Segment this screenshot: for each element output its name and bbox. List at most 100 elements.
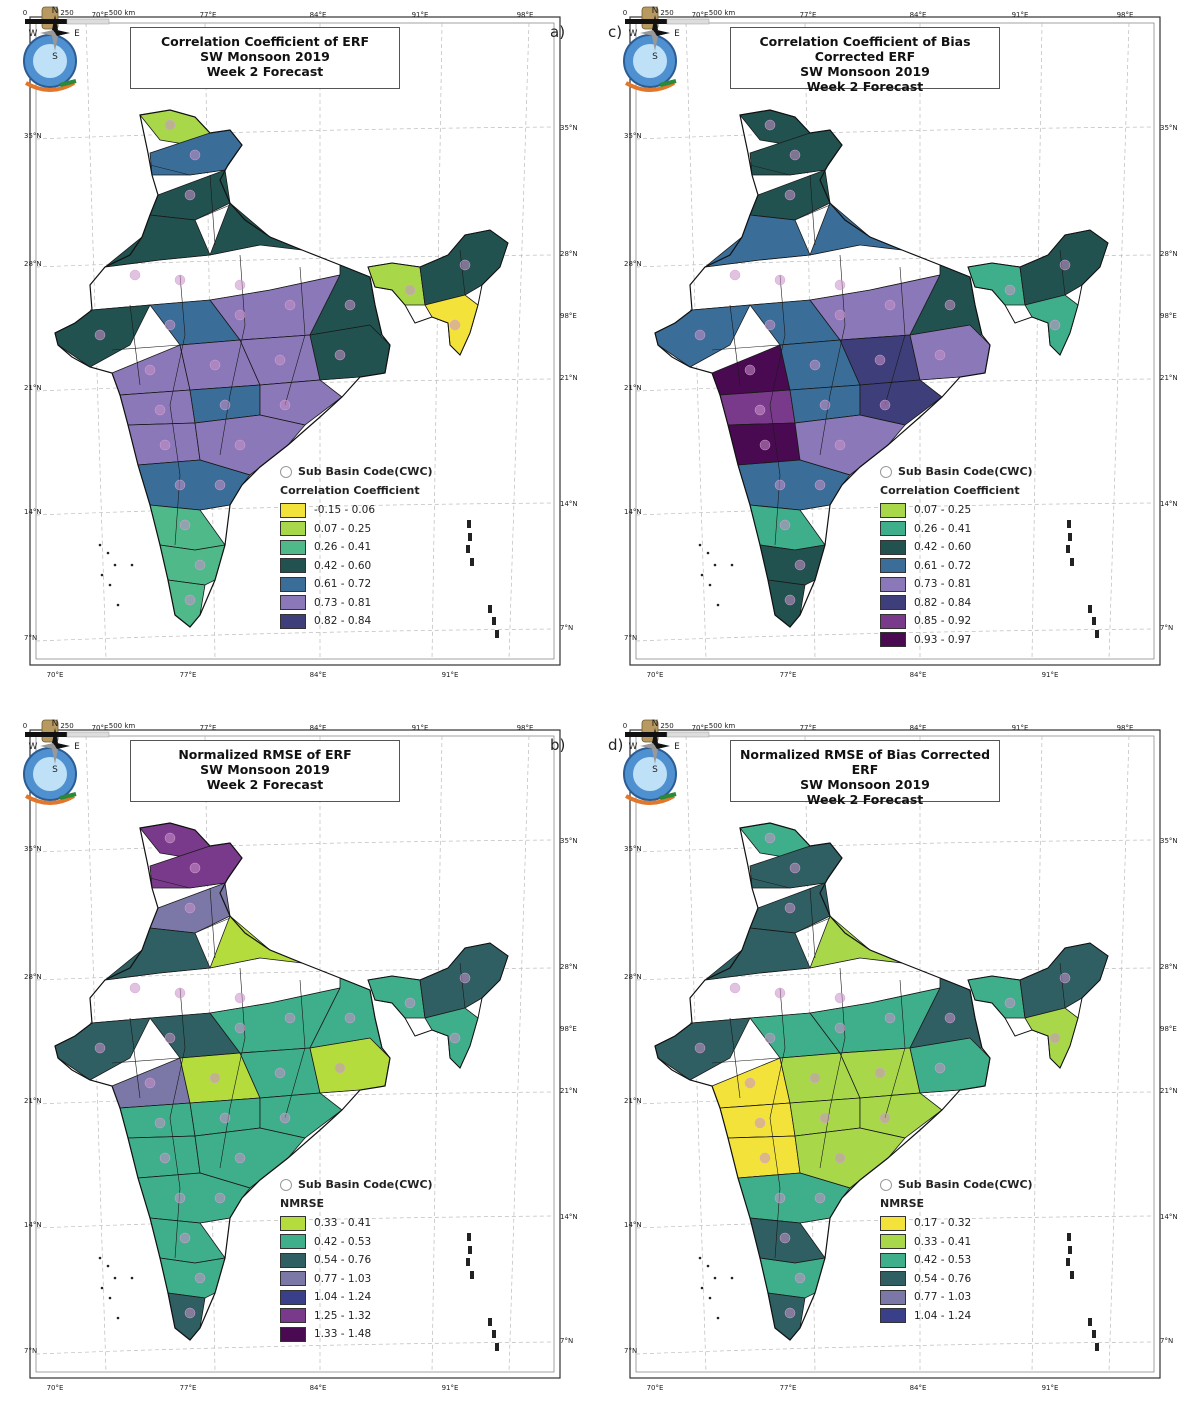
lat-tick-label: 7°N — [1160, 624, 1173, 632]
map-panel-b: 70°E 77°E 84°E 91°E 98°E 70°E 77°E 84°E 91°E 35°N… — [20, 718, 580, 1408]
imd-emblem-icon — [23, 6, 77, 92]
compass-label-n: N — [52, 719, 59, 729]
lon-tick-label: 91°E — [412, 724, 429, 732]
lat-tick-label: 14°N — [24, 1221, 42, 1229]
sub-basin-marker — [189, 862, 201, 874]
legend-row: 0.26 - 0.41 — [280, 538, 500, 557]
compass-label-s: S — [652, 765, 658, 773]
sub-basin-marker — [1049, 319, 1061, 331]
compass-label-w: W — [629, 29, 638, 39]
compass-label-w: W — [29, 29, 38, 39]
lon-tick-label: 70°E — [692, 11, 709, 19]
legend-title: Correlation Coefficient — [280, 484, 420, 497]
sub-basin-marker — [459, 972, 471, 984]
subbasin-label: Sub Basin Code(CWC) — [898, 465, 1033, 478]
sub-basin-marker — [784, 902, 796, 914]
lat-tick-label: 28°N — [24, 973, 42, 981]
panel-letter: d) — [608, 736, 624, 754]
lat-tick-label: 21°N — [624, 384, 642, 392]
sub-basin-marker — [944, 299, 956, 311]
map-title-line: Week 2 Forecast — [206, 777, 324, 792]
lat-tick-label: 21°N — [24, 1097, 42, 1105]
sub-basin-marker — [834, 1022, 846, 1034]
legend-row: 0.85 - 0.92 — [880, 612, 1100, 631]
lat-tick-label: 21°N — [560, 1087, 578, 1095]
map-title: Correlation Coefficient of Bias Correcte… — [730, 27, 1000, 94]
sub-basin-marker — [834, 309, 846, 321]
legend-label: 0.26 - 0.41 — [914, 522, 972, 535]
lon-tick-label: 91°E — [442, 1384, 459, 1392]
lon-tick-label: 77°E — [780, 671, 797, 679]
sub-basin-marker — [234, 992, 246, 1004]
lon-tick-label: 70°E — [692, 724, 709, 732]
compass-label-n: N — [52, 6, 59, 16]
north-arrow-icon: N S W E — [629, 6, 681, 60]
sub-basin-marker — [774, 274, 786, 286]
legend-label: 0.82 - 0.84 — [314, 615, 372, 628]
lat-tick-label: 21°N — [624, 1097, 642, 1105]
map-title-line: Week 2 Forecast — [806, 79, 924, 94]
compass-label-e: E — [674, 29, 680, 39]
legend-swatch — [880, 1252, 906, 1268]
sub-basin-marker — [764, 832, 776, 844]
legend-row: 1.04 - 1.24 — [280, 1288, 500, 1307]
legend-label: 1.25 - 1.32 — [314, 1309, 372, 1322]
scale-bar: 0 250 500 km — [23, 9, 135, 25]
lon-tick-label: 77°E — [180, 671, 197, 679]
sub-basin-marker — [209, 359, 221, 371]
sub-basin-marker — [234, 309, 246, 321]
scale-label: 250 — [60, 722, 73, 730]
lat-tick-label: 28°N — [24, 260, 42, 268]
lon-tick-label: 91°E — [412, 11, 429, 19]
sub-basin-marker — [164, 319, 176, 331]
sub-basin-marker — [879, 1112, 891, 1124]
lat-tick-label: 35°N — [624, 132, 642, 140]
legend-swatch — [880, 613, 906, 629]
legend-row: 1.25 - 1.32 — [280, 1307, 500, 1326]
map-title-line: SW Monsoon 2019 — [800, 777, 930, 792]
legend-row: 0.42 - 0.53 — [880, 1251, 1100, 1270]
legend-row: 0.26 - 0.41 — [880, 520, 1100, 539]
lon-tick-label: 91°E — [1012, 724, 1029, 732]
legend-swatch — [280, 558, 306, 574]
compass-label-e: E — [674, 742, 680, 752]
lat-tick-label: 35°N — [24, 132, 42, 140]
lon-tick-label: 91°E — [1042, 671, 1059, 679]
legend-swatch — [880, 1271, 906, 1287]
lat-tick-label: 35°N — [1160, 124, 1178, 132]
sub-basin-marker — [834, 992, 846, 1004]
sub-basin-marker — [784, 594, 796, 606]
sub-basin-marker — [279, 399, 291, 411]
imd-emblem-icon — [23, 719, 77, 805]
lat-tick-label: 14°N — [624, 508, 642, 516]
legend-swatch — [280, 1289, 306, 1305]
sub-basin-marker — [284, 1012, 296, 1024]
map-title-line: Correlation Coefficient of ERF — [160, 34, 370, 49]
lat-tick-label: 21°N — [560, 374, 578, 382]
sub-basin-marker — [184, 594, 196, 606]
lon-tick-label: 84°E — [910, 724, 927, 732]
sub-basin-marker — [764, 119, 776, 131]
subbasin-circle-icon — [880, 1178, 892, 1191]
legend-row: 0.42 - 0.60 — [880, 538, 1100, 557]
legend-label: 0.42 - 0.53 — [314, 1235, 372, 1248]
lat-tick-label: 7°N — [24, 634, 37, 642]
sub-basin-marker — [934, 349, 946, 361]
lat-tick-label: 7°N — [560, 624, 573, 632]
compass-label-w: W — [629, 742, 638, 752]
sub-basin-marker — [764, 1032, 776, 1044]
sub-basin-marker — [234, 1022, 246, 1034]
sub-basin-marker — [934, 1062, 946, 1074]
legend-row: 0.33 - 0.41 — [280, 1214, 500, 1233]
sub-basin-marker — [814, 1192, 826, 1204]
legend: Sub Basin Code(CWC) Correlation Coefficie… — [880, 465, 1100, 649]
lat-tick-label: 28°N — [1160, 250, 1178, 258]
sub-basin-marker — [774, 479, 786, 491]
lon-tick-label: 84°E — [310, 671, 327, 679]
legend-row: 0.82 - 0.84 — [880, 594, 1100, 613]
north-arrow-icon: N S W E — [629, 719, 681, 773]
legend-row: 0.61 - 0.72 — [280, 575, 500, 594]
legend-label: 0.61 - 0.72 — [314, 578, 372, 591]
map-title: Normalized RMSE of Bias Corrected ERF SW … — [730, 740, 1000, 807]
legend-label: 0.42 - 0.60 — [314, 559, 372, 572]
